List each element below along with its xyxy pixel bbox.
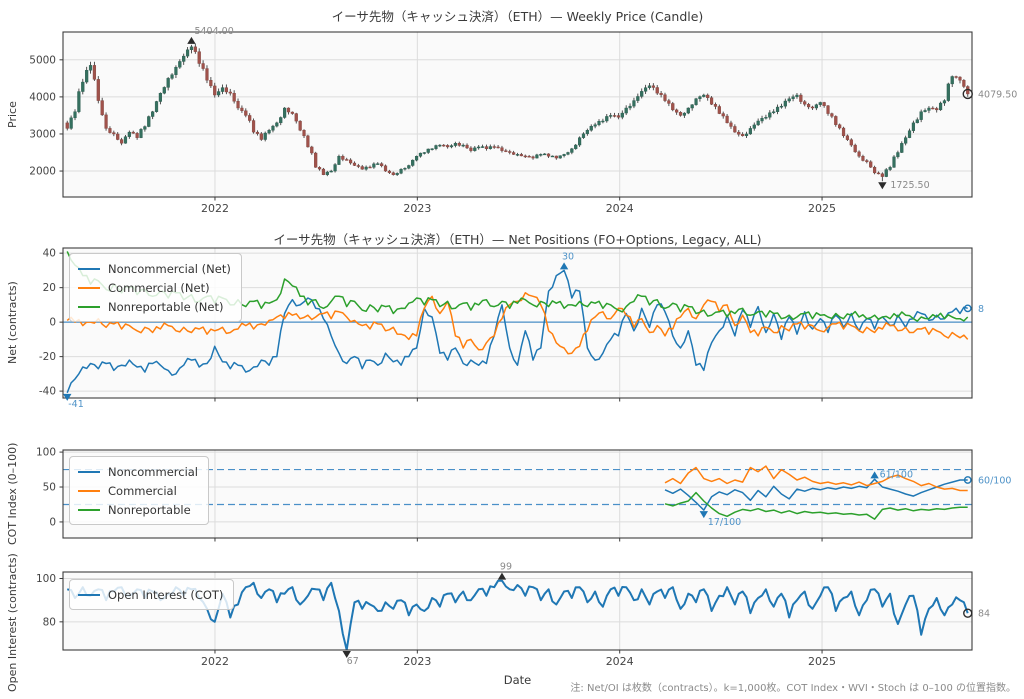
legend-entry: Noncommercial (Net) (78, 259, 231, 278)
svg-text:4079.50: 4079.50 (978, 89, 1017, 100)
price-chart-title: イーサ先物（キャッシュ決済）（ETH）— Weekly Price (Candl… (331, 9, 704, 24)
nonreportable-line-icon (78, 508, 100, 511)
svg-text:99: 99 (500, 562, 512, 573)
svg-text:4000: 4000 (29, 91, 56, 103)
svg-text:20: 20 (43, 282, 56, 294)
svg-text:30: 30 (562, 251, 574, 262)
legend-entry: Commercial (Net) (78, 278, 231, 297)
chart-panel-2: 0 50 100 61/100 17/100 60/100 (36, 447, 1011, 542)
svg-text:-40: -40 (39, 386, 56, 398)
svg-text:8: 8 (978, 304, 984, 315)
svg-text:2000: 2000 (29, 166, 56, 178)
chart-panel-3: 2022 2023 2024 2025 80 100 99 67 84 (36, 562, 990, 668)
cot-index-legend: Noncommercial Commercial Nonreportable (69, 456, 210, 525)
date-axis-label: Date (503, 673, 532, 687)
legend-entry: Commercial (78, 481, 198, 500)
svg-text:-20: -20 (39, 351, 56, 363)
legend-entry: Open Interest (COT) (78, 585, 223, 604)
svg-text:40: 40 (43, 248, 56, 260)
legend-label: Nonreportable (108, 502, 191, 517)
svg-text:2024: 2024 (606, 655, 634, 668)
svg-text:5000: 5000 (29, 54, 56, 66)
legend-entry: Noncommercial (78, 462, 198, 481)
svg-text:2023: 2023 (403, 655, 431, 668)
svg-text:2022: 2022 (201, 202, 229, 215)
legend-entry: Nonreportable (Net) (78, 297, 231, 316)
legend-label: Commercial (Net) (108, 280, 210, 295)
svg-text:0: 0 (49, 317, 56, 329)
svg-text:50: 50 (43, 482, 56, 494)
svg-text:1725.50: 1725.50 (890, 180, 929, 191)
legend-entry: Nonreportable (78, 500, 198, 519)
legend-label: Open Interest (COT) (108, 587, 224, 602)
svg-text:0: 0 (49, 516, 56, 528)
svg-text:80: 80 (43, 616, 56, 628)
open-interest-legend: Open Interest (COT) (69, 579, 235, 610)
svg-text:5404.00: 5404.00 (194, 26, 233, 37)
net-positions-chart-title: イーサ先物（キャッシュ決済）（ETH）— Net Positions (FO+O… (273, 232, 762, 247)
chart-series-group (66, 579, 969, 650)
svg-text:2024: 2024 (606, 202, 634, 215)
oi-line-icon (78, 593, 100, 596)
svg-text:60/100: 60/100 (978, 476, 1011, 487)
svg-text:84: 84 (978, 609, 990, 620)
commercial-line-icon (78, 286, 100, 289)
cot-index-axis-label: COT Index (0–100) (6, 442, 19, 546)
svg-text:17/100: 17/100 (708, 517, 741, 528)
commercial-line-icon (78, 489, 100, 492)
noncommercial-line-icon (78, 267, 100, 270)
legend-label: Commercial (108, 483, 177, 498)
legend-label: Noncommercial (Net) (108, 261, 231, 276)
svg-text:61/100: 61/100 (880, 469, 913, 480)
chart-series-group (65, 43, 970, 182)
chart-panel-1: -40 -20 0 20 40 30 -41 8 (39, 247, 984, 410)
legend-label: Noncommercial (108, 464, 199, 479)
net-positions-legend: Noncommercial (Net) Commercial (Net) Non… (69, 253, 242, 322)
open-interest-axis-label: Open Interest (contracts) (6, 553, 19, 693)
svg-text:67: 67 (347, 656, 359, 667)
svg-text:2022: 2022 (201, 655, 229, 668)
svg-text:2025: 2025 (808, 202, 836, 215)
svg-text:2025: 2025 (808, 655, 836, 668)
chart-panel-0: 2022 2023 2024 2025 2000 3000 4000 5000 5404.00 1… (29, 26, 1017, 215)
noncommercial-line-icon (78, 470, 100, 473)
nonreportable-line-icon (78, 305, 100, 308)
legend-label: Nonreportable (Net) (108, 299, 224, 314)
svg-text:100: 100 (36, 573, 56, 585)
svg-text:3000: 3000 (29, 128, 56, 140)
price-axis-label: Price (6, 101, 19, 128)
chart-series-group (664, 465, 968, 520)
svg-text:2023: 2023 (403, 202, 431, 215)
svg-text:-41: -41 (68, 399, 84, 410)
footer-note: 注: Net/OI は枚数（contracts）。k=1,000枚。COT In… (570, 683, 1016, 694)
net-axis-label: Net (contracts) (6, 281, 19, 365)
svg-text:100: 100 (36, 447, 56, 459)
